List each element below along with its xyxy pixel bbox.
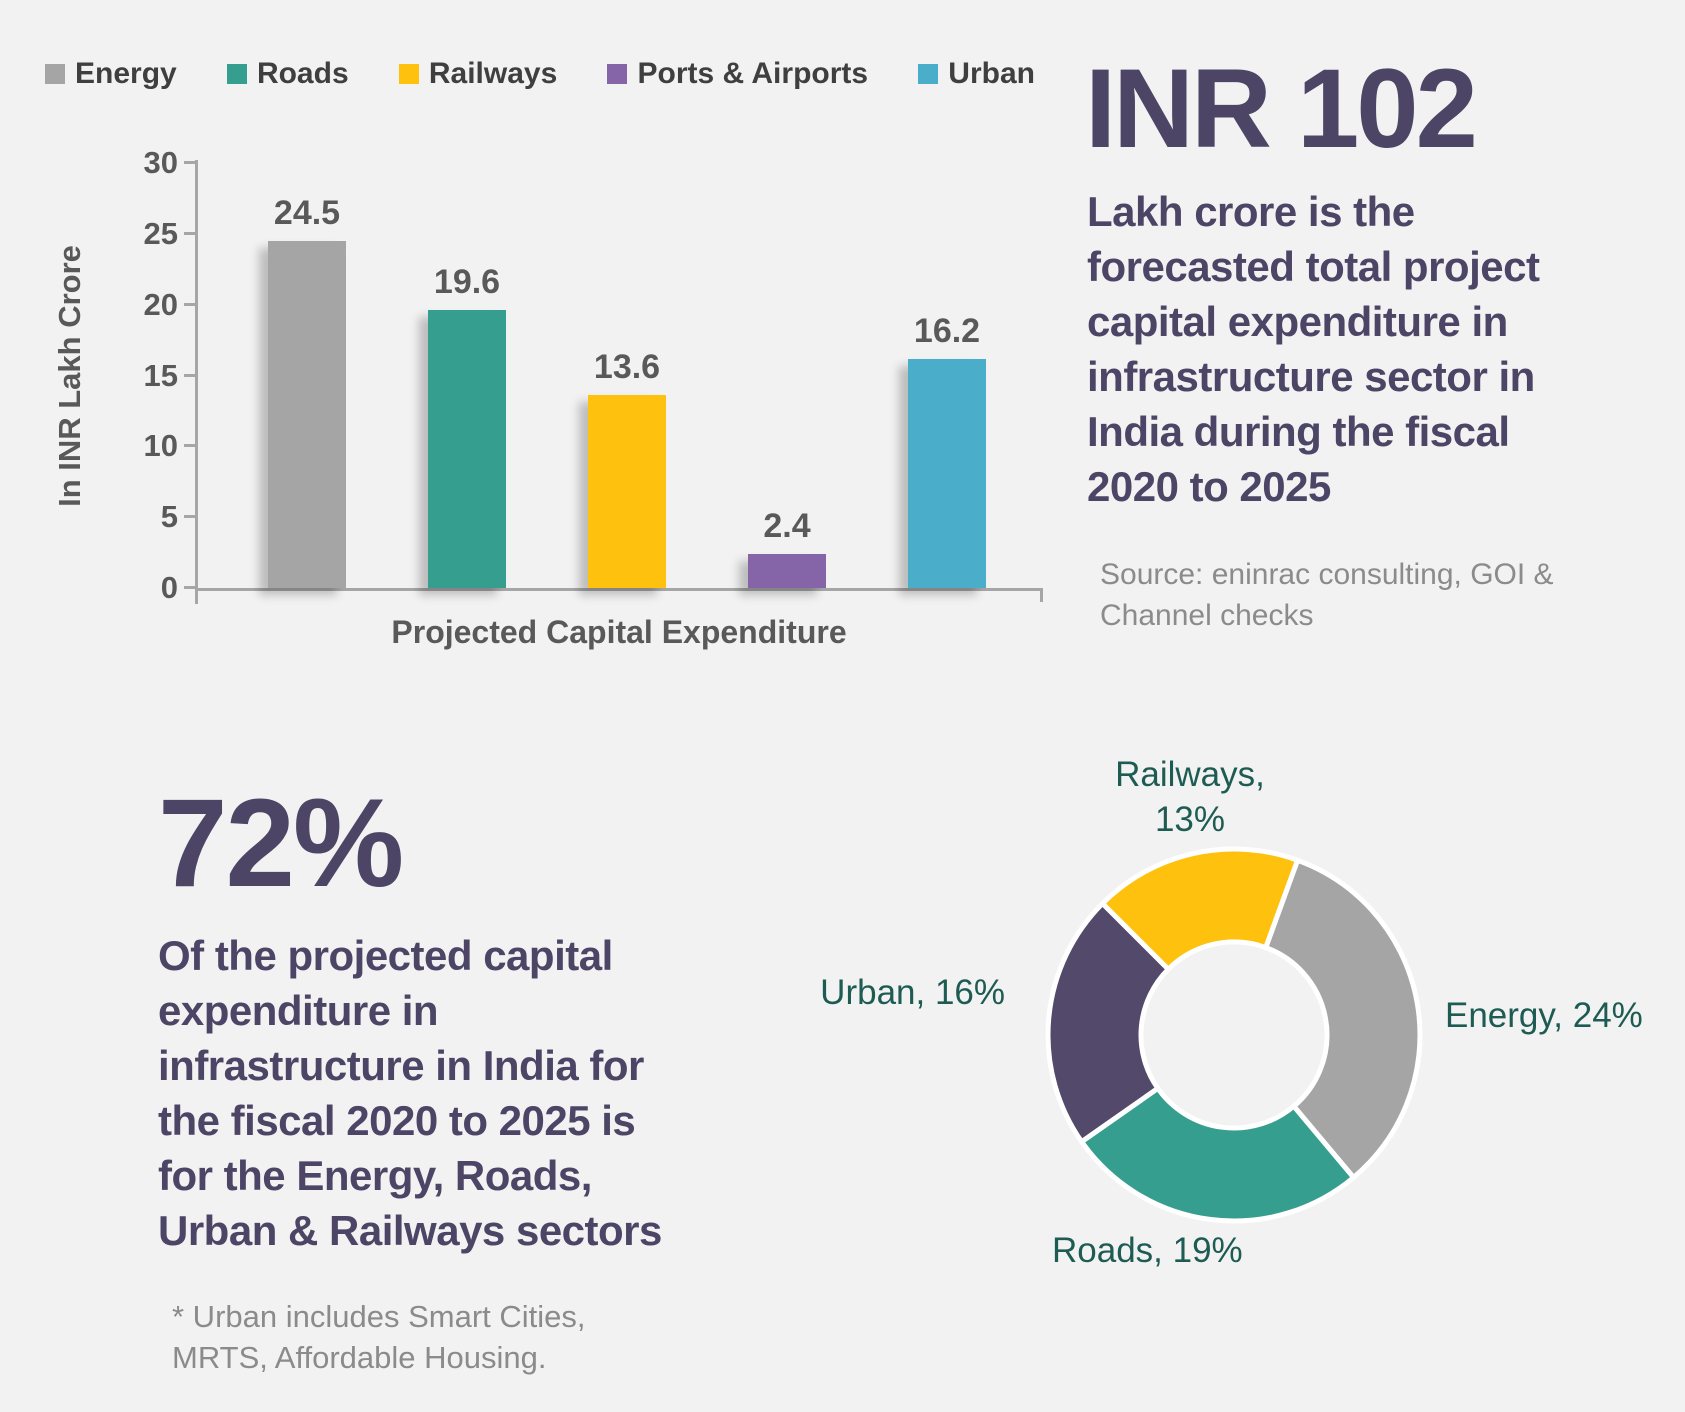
legend-label: Energy — [75, 57, 177, 90]
donut-slice-urban — [1045, 900, 1171, 1145]
donut-slice-railways — [1099, 846, 1301, 972]
y-tick-label-15: 15 — [143, 357, 178, 393]
stat-headline-72pct: 72% — [158, 774, 404, 913]
legend-label: Roads — [256, 57, 349, 90]
y-tick-label-20: 20 — [143, 286, 178, 322]
bar-plot-area: 24.5 19.6 13.6 2.4 16.2 — [195, 162, 1043, 588]
stat-body-top-right: Lakh crore is the forecasted total proje… — [1087, 188, 1540, 510]
bar-value-roads: 19.6 — [433, 263, 501, 301]
y-tick-mark — [184, 444, 196, 448]
y-tick-label-30: 30 — [143, 145, 178, 180]
bar-energy — [268, 241, 346, 588]
x-axis-end-tick — [1040, 588, 1043, 602]
y-tick-label-25: 25 — [143, 215, 178, 251]
donut-slice-roads — [1079, 1085, 1357, 1224]
legend-item-roads: Roads — [226, 57, 349, 91]
legend-item-energy: Energy — [45, 57, 177, 91]
x-axis-label: Projected Capital Expenditure — [391, 614, 847, 650]
legend-item-ports-airports: Ports & Airports — [607, 57, 868, 91]
y-tick-label-0: 0 — [160, 570, 178, 605]
footnote: * Urban includes Smart Cities, MRTS, Aff… — [172, 1299, 586, 1375]
bar-value-energy: 24.5 — [273, 194, 341, 232]
bar-urban — [908, 359, 986, 588]
legend-swatch-railways — [398, 64, 419, 84]
bar-value-railways: 13.6 — [593, 348, 661, 386]
y-tick-mark — [184, 515, 196, 519]
x-axis-line — [195, 588, 1043, 591]
y-tick-mark — [184, 161, 196, 164]
bar-value-urban: 16.2 — [913, 312, 981, 350]
bar-chart-legend: Energy Roads Railways Ports & Airports Urban — [45, 57, 1035, 91]
y-tick-label-10: 10 — [143, 428, 178, 464]
y-axis-title: In INR Lakh Crore — [52, 245, 87, 507]
donut-label-roads: Roads, 19% — [1052, 1231, 1243, 1270]
legend-label: Ports & Airports — [637, 57, 869, 90]
bar-value-ports-airports: 2.4 — [763, 507, 811, 545]
legend-swatch-energy — [45, 64, 65, 84]
y-tick-mark — [184, 231, 196, 235]
donut-chart — [1045, 846, 1423, 1224]
bar-railways — [588, 395, 666, 588]
y-axis-line — [195, 160, 198, 604]
bar-roads — [428, 310, 506, 588]
legend-swatch-ports-airports — [607, 64, 628, 84]
y-tick-label-5: 5 — [160, 499, 178, 535]
legend-item-railways: Railways — [398, 57, 558, 91]
donut-slice-energy — [1263, 857, 1423, 1180]
stat-headline-inr102: INR 102 — [1085, 46, 1478, 171]
legend-label: Urban — [948, 57, 1035, 90]
stat-body-bottom-left: Of the projected capital expenditure in … — [158, 932, 662, 1254]
legend-swatch-roads — [226, 64, 247, 84]
y-tick-mark — [184, 373, 196, 377]
legend-swatch-urban — [918, 64, 939, 84]
source-note: Source: eninrac consulting, GOI & Channe… — [1100, 558, 1554, 632]
donut-label-railways: Railways, 13% — [1115, 755, 1265, 839]
y-tick-mark — [184, 302, 196, 306]
donut-label-urban: Urban, 16% — [820, 973, 1005, 1012]
legend-item-urban: Urban — [918, 57, 1035, 91]
donut-label-energy: Energy, 24% — [1445, 996, 1643, 1035]
legend-label: Railways — [428, 57, 558, 90]
y-tick-mark — [184, 586, 196, 589]
bar-ports-airports — [748, 554, 826, 588]
